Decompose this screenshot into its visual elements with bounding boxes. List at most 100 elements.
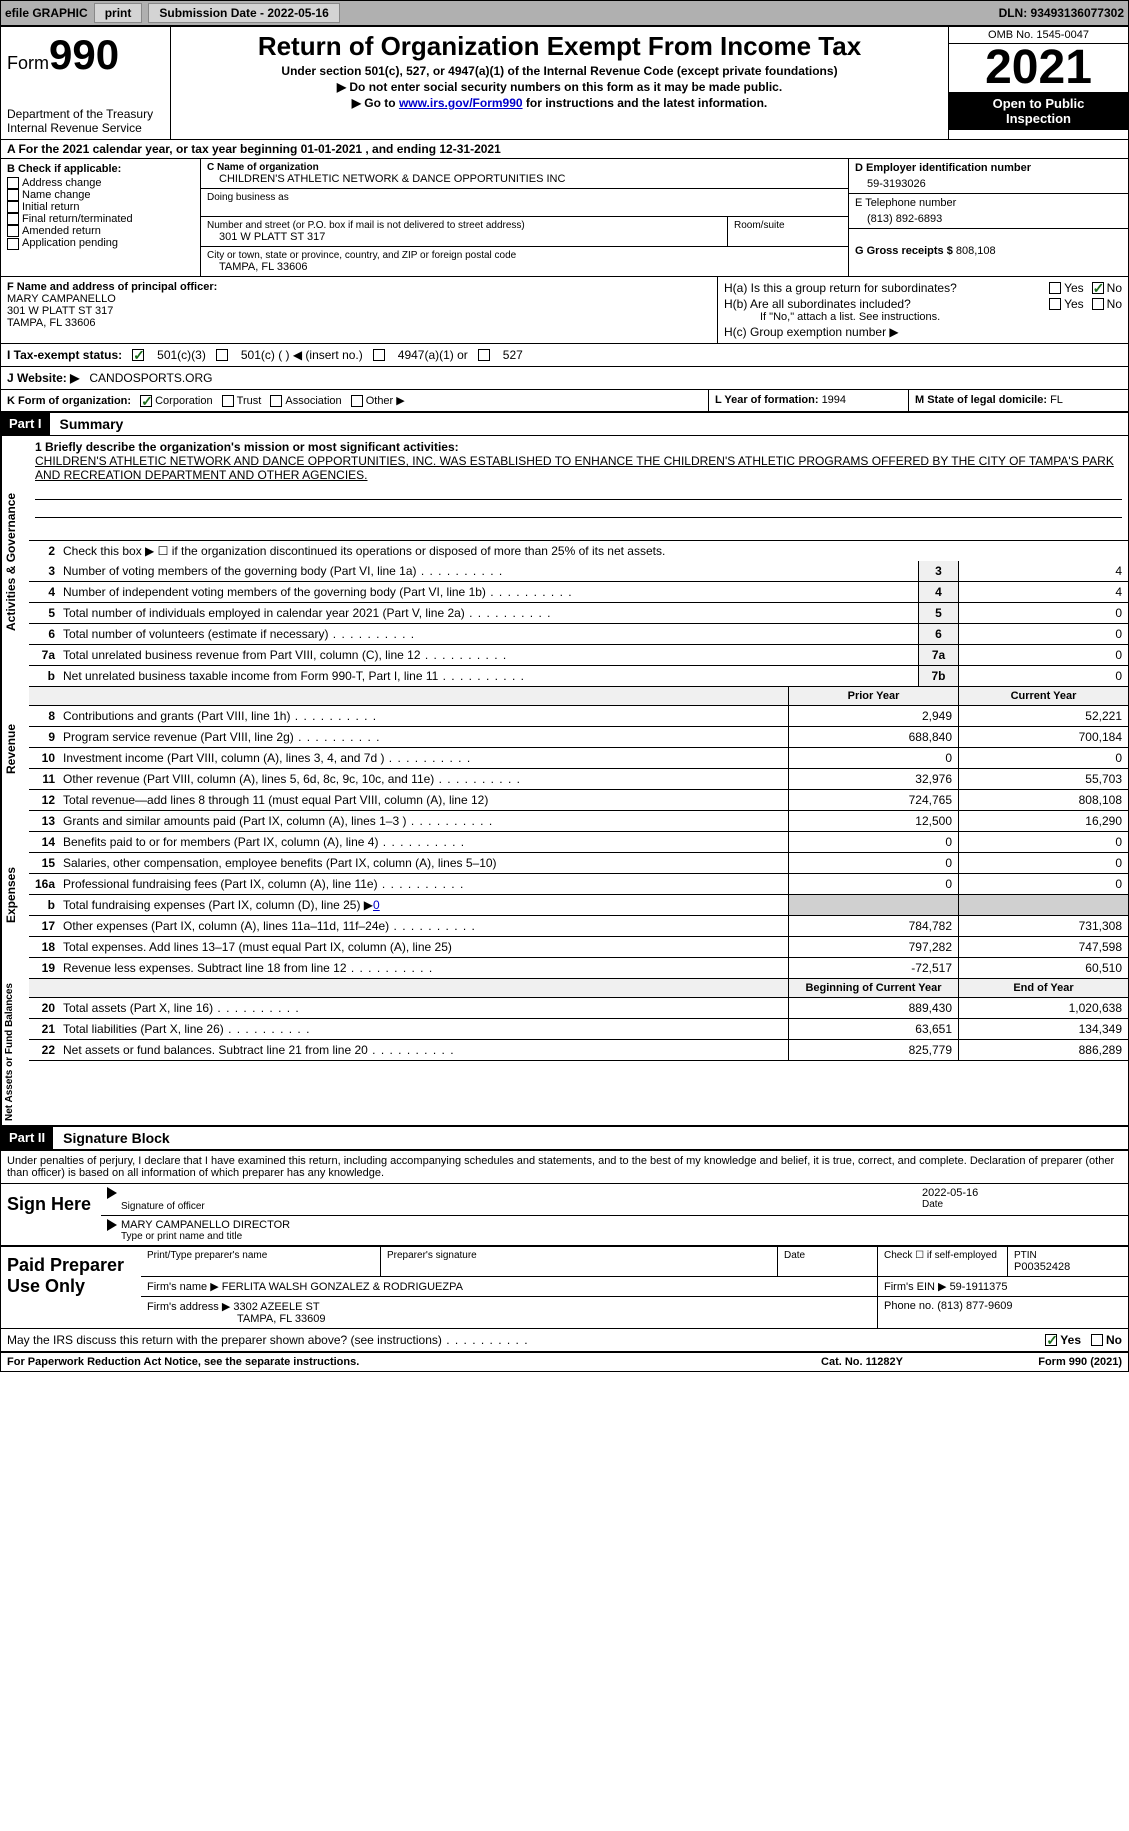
l18-curr: 747,598 xyxy=(958,937,1128,957)
l16b-val: 0 xyxy=(373,898,380,912)
mission-block: 1 Briefly describe the organization's mi… xyxy=(29,436,1128,541)
l20-boy: 889,430 xyxy=(788,998,958,1018)
check-address-change[interactable] xyxy=(7,177,19,189)
check-app-pending[interactable] xyxy=(7,238,19,250)
check-corp[interactable] xyxy=(140,395,152,407)
l14-prior: 0 xyxy=(788,832,958,852)
irs-link[interactable]: www.irs.gov/Form990 xyxy=(399,96,523,110)
l8-curr: 52,221 xyxy=(958,706,1128,726)
l22-eoy: 886,289 xyxy=(958,1040,1128,1060)
gov-section: Activities & Governance 1 Briefly descri… xyxy=(1,435,1128,687)
page-footer: For Paperwork Reduction Act Notice, see … xyxy=(1,1351,1128,1371)
l10-curr: 0 xyxy=(958,748,1128,768)
l17-curr: 731,308 xyxy=(958,916,1128,936)
check-501c[interactable] xyxy=(216,349,228,361)
phone-value: (813) 892-6893 xyxy=(855,209,1122,225)
line-7a-val: 0 xyxy=(958,645,1128,665)
check-527[interactable] xyxy=(478,349,490,361)
l15-curr: 0 xyxy=(958,853,1128,873)
mission-text: CHILDREN'S ATHLETIC NETWORK AND DANCE OP… xyxy=(35,454,1122,482)
print-button[interactable]: print xyxy=(94,3,143,23)
vtab-net-assets: Net Assets or Fund Balances xyxy=(1,979,29,1125)
line-3-val: 4 xyxy=(958,561,1128,581)
check-final-return[interactable] xyxy=(7,213,19,225)
l13-prior: 12,500 xyxy=(788,811,958,831)
l13-curr: 16,290 xyxy=(958,811,1128,831)
exp-section: Expenses 13Grants and similar amounts pa… xyxy=(1,811,1128,979)
check-4947[interactable] xyxy=(373,349,385,361)
tax-year: 2021 xyxy=(949,44,1128,92)
line-4-val: 4 xyxy=(958,582,1128,602)
check-name-change[interactable] xyxy=(7,189,19,201)
check-trust[interactable] xyxy=(222,395,234,407)
l16a-curr: 0 xyxy=(958,874,1128,894)
l9-curr: 700,184 xyxy=(958,727,1128,747)
city-cell: City or town, state or province, country… xyxy=(201,247,848,276)
box-d: D Employer identification number 59-3193… xyxy=(848,159,1128,276)
row-i: I Tax-exempt status: 501(c)(3) 501(c) ( … xyxy=(1,343,1128,366)
check-501c3[interactable] xyxy=(132,349,144,361)
form-note2: ▶ Go to www.irs.gov/Form990 for instruct… xyxy=(177,96,942,110)
sign-here-row: Sign Here Signature of officer 2022-05-1… xyxy=(1,1183,1128,1245)
l11-curr: 55,703 xyxy=(958,769,1128,789)
row-l: L Year of formation: 1994 xyxy=(708,390,908,411)
box-h: H(a) Is this a group return for subordin… xyxy=(718,277,1128,343)
check-assoc[interactable] xyxy=(270,395,282,407)
gross-receipts: G Gross receipts $ 808,108 xyxy=(849,229,1128,260)
discuss-no[interactable] xyxy=(1091,1334,1103,1346)
form-note1: ▶ Do not enter social security numbers o… xyxy=(177,80,942,94)
org-name: CHILDREN'S ATHLETIC NETWORK & DANCE OPPO… xyxy=(207,173,842,185)
l22-boy: 825,779 xyxy=(788,1040,958,1060)
submission-date-button[interactable]: Submission Date - 2022-05-16 xyxy=(148,3,339,23)
l20-eoy: 1,020,638 xyxy=(958,998,1128,1018)
l10-prior: 0 xyxy=(788,748,958,768)
arrow-icon xyxy=(107,1219,117,1231)
sig-date: 2022-05-16 xyxy=(922,1187,1122,1199)
l19-curr: 60,510 xyxy=(958,958,1128,978)
l19-prior: -72,517 xyxy=(788,958,958,978)
city-state-zip: TAMPA, FL 33606 xyxy=(207,261,842,273)
efile-label: efile GRAPHIC xyxy=(5,6,88,20)
check-initial-return[interactable] xyxy=(7,201,19,213)
form-990-page: efile GRAPHIC print Submission Date - 20… xyxy=(0,0,1129,1372)
line-5-val: 0 xyxy=(958,603,1128,623)
l21-eoy: 134,349 xyxy=(958,1019,1128,1039)
row-j: J Website: ▶ CANDOSPORTS.ORG xyxy=(1,366,1128,389)
discuss-row: May the IRS discuss this return with the… xyxy=(1,1328,1128,1351)
header-mid: Return of Organization Exempt From Incom… xyxy=(171,27,948,139)
form-title: Return of Organization Exempt From Incom… xyxy=(177,31,942,62)
l9-prior: 688,840 xyxy=(788,727,958,747)
arrow-icon xyxy=(107,1187,117,1199)
firm-ein: 59-1911375 xyxy=(950,1281,1008,1293)
row-klm: K Form of organization: Corporation Trus… xyxy=(1,389,1128,411)
sign-here-label: Sign Here xyxy=(1,1184,101,1245)
dln-label: DLN: 93493136077302 xyxy=(999,6,1124,20)
entity-block: B Check if applicable: Address change Na… xyxy=(1,158,1128,276)
hb-yes[interactable] xyxy=(1049,298,1061,310)
form-header: Form990 Department of the Treasury Inter… xyxy=(1,25,1128,139)
l21-boy: 63,651 xyxy=(788,1019,958,1039)
l14-curr: 0 xyxy=(958,832,1128,852)
box-c: C Name of organization CHILDREN'S ATHLET… xyxy=(201,159,848,276)
officer-name-title: MARY CAMPANELLO DIRECTOR xyxy=(121,1219,1122,1231)
l18-prior: 797,282 xyxy=(788,937,958,957)
line-6-val: 0 xyxy=(958,624,1128,644)
line-7b-val: 0 xyxy=(958,666,1128,686)
officer-addr2: TAMPA, FL 33606 xyxy=(7,317,711,329)
check-amended[interactable] xyxy=(7,225,19,237)
dba-cell: Doing business as xyxy=(201,189,848,217)
irs-label: Internal Revenue Service xyxy=(7,121,164,135)
period-line: A For the 2021 calendar year, or tax yea… xyxy=(1,139,1128,158)
box-b-label: B Check if applicable: xyxy=(7,163,194,177)
hb-no[interactable] xyxy=(1092,298,1104,310)
header-right: OMB No. 1545-0047 2021 Open to Public In… xyxy=(948,27,1128,139)
discuss-yes[interactable] xyxy=(1045,1334,1057,1346)
ha-no[interactable] xyxy=(1092,282,1104,294)
paid-preparer-row: Paid Preparer Use Only Print/Type prepar… xyxy=(1,1245,1128,1328)
officer-addr1: 301 W PLATT ST 317 xyxy=(7,305,711,317)
firm-addr1: 3302 AZEELE ST xyxy=(233,1301,319,1313)
box-b: B Check if applicable: Address change Na… xyxy=(1,159,201,276)
check-other[interactable] xyxy=(351,395,363,407)
ha-yes[interactable] xyxy=(1049,282,1061,294)
firm-phone: (813) 877-9609 xyxy=(937,1300,1012,1312)
